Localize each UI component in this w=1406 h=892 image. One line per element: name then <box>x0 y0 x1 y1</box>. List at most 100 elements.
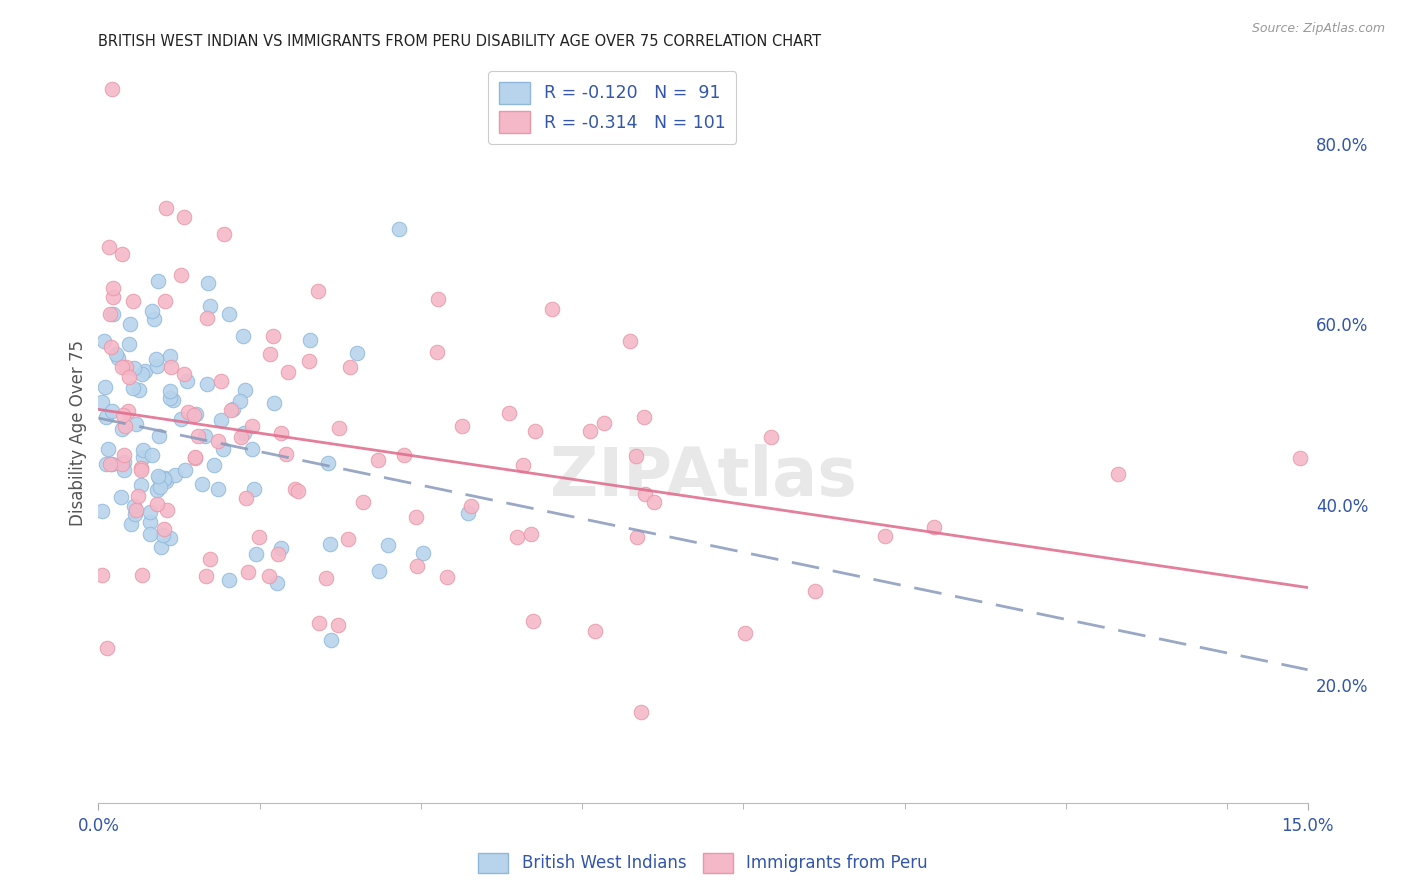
Point <box>412 546 434 560</box>
Point <box>235 491 257 505</box>
Point <box>101 457 124 471</box>
Point <box>112 463 135 477</box>
Point <box>184 407 207 421</box>
Point <box>270 541 292 555</box>
Point <box>170 268 193 282</box>
Y-axis label: Disability Age Over 75: Disability Age Over 75 <box>69 340 87 525</box>
Point <box>129 461 152 475</box>
Point <box>131 568 153 582</box>
Point <box>367 453 389 467</box>
Point <box>96 640 118 655</box>
Point <box>101 290 124 304</box>
Point <box>111 457 134 471</box>
Point <box>262 328 284 343</box>
Point <box>200 552 222 566</box>
Point <box>579 424 602 438</box>
Text: ZIPAtlas: ZIPAtlas <box>550 444 856 510</box>
Point <box>308 615 330 630</box>
Point <box>197 276 219 290</box>
Point <box>191 477 214 491</box>
Point <box>761 430 783 444</box>
Point <box>451 418 474 433</box>
Point <box>593 416 616 430</box>
Point <box>139 515 162 529</box>
Point <box>233 425 256 440</box>
Point <box>103 280 125 294</box>
Point <box>633 409 655 424</box>
Point <box>107 351 129 366</box>
Point <box>243 482 266 496</box>
Point <box>159 359 181 374</box>
Point <box>263 396 285 410</box>
Point <box>183 408 205 422</box>
Point <box>319 633 342 648</box>
Point <box>316 456 339 470</box>
Point <box>259 347 281 361</box>
Point <box>218 307 240 321</box>
Point <box>388 222 411 236</box>
Point <box>148 471 170 485</box>
Point <box>194 568 217 582</box>
Point <box>118 337 141 351</box>
Text: BRITISH WEST INDIAN VS IMMIGRANTS FROM PERU DISABILITY AGE OVER 75 CORRELATION C: BRITISH WEST INDIAN VS IMMIGRANTS FROM P… <box>98 34 821 49</box>
Point <box>804 584 827 599</box>
Point <box>152 527 174 541</box>
Point <box>139 505 162 519</box>
Point <box>162 392 184 407</box>
Point <box>110 490 132 504</box>
Point <box>240 419 263 434</box>
Point <box>619 334 641 348</box>
Point <box>523 425 546 439</box>
Point <box>155 294 177 309</box>
Point <box>326 618 349 632</box>
Point <box>266 575 288 590</box>
Point <box>141 304 163 318</box>
Point <box>238 565 260 579</box>
Point <box>377 538 399 552</box>
Point <box>426 344 449 359</box>
Text: Source: ZipAtlas.com: Source: ZipAtlas.com <box>1251 22 1385 36</box>
Point <box>274 447 297 461</box>
Point <box>149 480 172 494</box>
Point <box>101 404 124 418</box>
Point <box>148 428 170 442</box>
Point <box>129 478 152 492</box>
Point <box>127 489 149 503</box>
Point <box>520 527 543 541</box>
Legend: British West Indians, Immigrants from Peru: British West Indians, Immigrants from Pe… <box>471 847 935 880</box>
Point <box>146 274 169 288</box>
Point <box>128 383 150 397</box>
Point <box>922 519 945 533</box>
Point <box>94 409 117 424</box>
Point <box>145 351 167 366</box>
Point <box>152 472 174 486</box>
Point <box>97 442 120 457</box>
Point <box>426 292 449 306</box>
Point <box>129 463 152 477</box>
Point <box>233 383 256 397</box>
Point <box>209 374 232 388</box>
Point <box>100 81 122 95</box>
Point <box>131 367 153 381</box>
Point <box>114 418 136 433</box>
Point <box>111 422 134 436</box>
Point <box>394 448 416 462</box>
Point <box>626 530 648 544</box>
Point <box>134 363 156 377</box>
Point <box>174 463 197 477</box>
Point <box>122 381 145 395</box>
Point <box>120 517 142 532</box>
Point <box>114 360 136 375</box>
Point <box>368 564 391 578</box>
Point <box>94 457 117 471</box>
Point <box>125 503 148 517</box>
Point <box>346 346 368 360</box>
Point <box>145 359 167 373</box>
Point <box>155 201 177 215</box>
Point <box>207 482 229 496</box>
Point <box>159 384 181 399</box>
Point <box>173 368 195 382</box>
Point <box>240 442 263 456</box>
Point <box>165 467 187 482</box>
Point <box>118 370 141 384</box>
